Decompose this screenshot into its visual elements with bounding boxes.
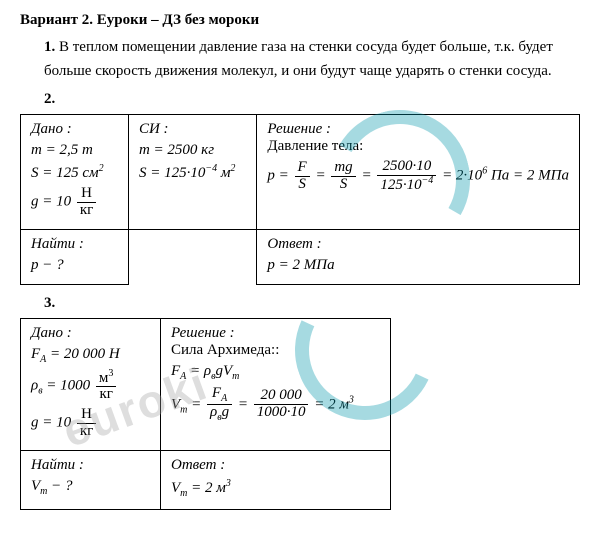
- p3-table: Дано : FA = 20 000 Н ρв = 1000 м3 кг g =…: [20, 318, 391, 510]
- p3-g: g = 10 Нкг: [31, 407, 150, 440]
- p2-m-si: m = 2500 кг: [139, 142, 246, 159]
- p2-eq: p = FS = mgS = 2500·10 125·10−4 = 2·106 …: [267, 159, 569, 194]
- p1-text: В теплом помещении давление газа на стен…: [44, 39, 553, 79]
- page-title: Вариант 2. Еуроки – ДЗ без мороки: [20, 12, 580, 29]
- p3-sol-h: Решение :: [171, 325, 380, 342]
- p3-given-h: Дано :: [31, 325, 150, 342]
- p2-num: 2.: [44, 91, 580, 108]
- p3-ans-h: Ответ :: [171, 457, 380, 474]
- p3-ans: Vт = 2 м3: [171, 478, 380, 499]
- p2-ans: p = 2 МПа: [267, 257, 569, 274]
- p2-S-si: S = 125·10−4 м2: [139, 163, 246, 182]
- problem-1: 1. В теплом помещении давление газа на с…: [44, 35, 580, 83]
- p2-sol-label: Давление тела:: [267, 138, 569, 155]
- p3-rho: ρв = 1000 м3 кг: [31, 369, 150, 404]
- p2-si-h: СИ :: [139, 121, 246, 138]
- p2-find: p − ?: [31, 257, 118, 274]
- p2-table: Дано : m = 2,5 т S = 125 см2 g = 10 Нкг …: [20, 114, 580, 285]
- p3-eq2: Vт = FA ρвg = 20 000 1000·10 = 2 м3: [171, 386, 380, 424]
- p3-find: Vт − ?: [31, 478, 150, 497]
- p2-m: m = 2,5 т: [31, 142, 118, 159]
- p3-Fa: FA = 20 000 Н: [31, 346, 150, 365]
- p1-num: 1.: [44, 39, 55, 55]
- p2-S: S = 125 см2: [31, 163, 118, 182]
- p2-g: g = 10 Нкг: [31, 186, 118, 219]
- p3-sol-label: Сила Архимеда::: [171, 342, 380, 359]
- p2-given-h: Дано :: [31, 121, 118, 138]
- p3-find-h: Найти :: [31, 457, 150, 474]
- p3-eq1: FA = ρвgVт: [171, 363, 380, 382]
- p3-num: 3.: [44, 295, 580, 312]
- p2-find-h: Найти :: [31, 236, 118, 253]
- p2-ans-h: Ответ :: [267, 236, 569, 253]
- p2-sol-h: Решение :: [267, 121, 569, 138]
